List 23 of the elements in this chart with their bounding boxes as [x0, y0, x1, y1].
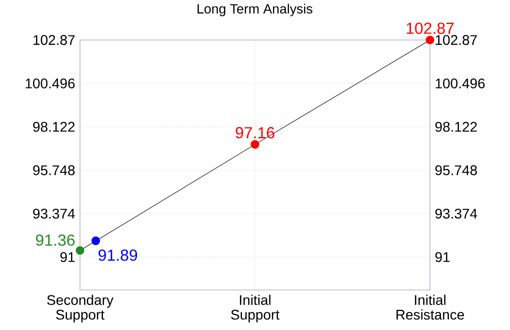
y2-tick-label: 102.87 [436, 35, 477, 45]
x-tick-label: Secondary Support [47, 294, 114, 322]
y2-tick-label: 91 [435, 252, 450, 262]
y-tick-label: 100.496 [26, 78, 75, 88]
y2-tick-label: 98.122 [435, 122, 477, 132]
data-label: 91.89 [98, 250, 138, 261]
y-tick-label: 102.87 [34, 35, 75, 45]
data-label: 91.36 [36, 234, 75, 246]
data-label: 97.16 [236, 127, 274, 138]
y2-tick-label: 100.496 [436, 78, 485, 88]
x-tick-label: Initial Support [231, 294, 280, 322]
x-tick-label: Initial Resistance [396, 294, 464, 320]
y-tick-label: 98.122 [33, 122, 75, 132]
y-tick-label: 93.374 [33, 208, 75, 219]
point [250, 140, 260, 149]
data-label: 102.87 [406, 22, 454, 34]
y-tick-label: 95.748 [33, 165, 75, 176]
chart-title: Long Term Analysis [198, 4, 312, 16]
y2-tick-label: 93.374 [435, 208, 478, 219]
point [76, 246, 84, 255]
point [426, 36, 434, 44]
y2-tick-label: 95.748 [435, 165, 477, 176]
y-tick-label: 91 [60, 252, 75, 262]
